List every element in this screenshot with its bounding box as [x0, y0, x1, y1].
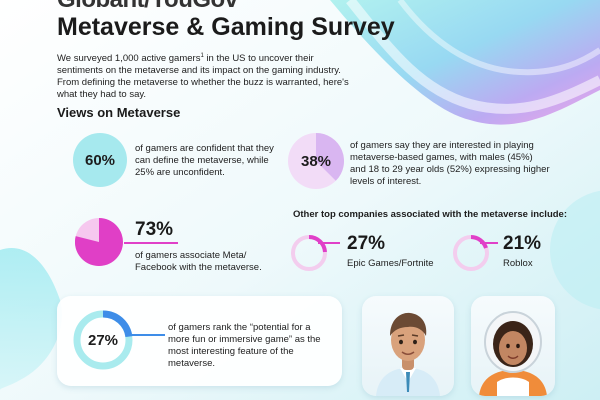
stat-meta-underline — [124, 242, 178, 244]
companies-heading: Other top companies associated with the … — [293, 209, 567, 220]
stat-interested-text: of gamers say they are interested in pla… — [350, 140, 550, 187]
section-title: Views on Metaverse — [57, 105, 181, 120]
company-roblox-ring — [452, 234, 490, 272]
stat-interested-pie — [288, 133, 345, 189]
stat-meta-text: of gamers associate Meta/ Facebook with … — [135, 250, 262, 273]
stat-interested-bubble: 38% — [288, 133, 345, 189]
stat-define-bubble: 60% — [73, 133, 127, 187]
bottom-left-teal-blob — [0, 248, 62, 390]
avatar-card-female — [471, 296, 555, 396]
company-roblox-value: 21% — [503, 233, 542, 254]
company-roblox-line — [480, 242, 498, 244]
stat-define-value: 60% — [84, 151, 116, 169]
stat-fun-value: 27% — [87, 331, 119, 349]
company-epic-value: 27% — [347, 233, 386, 254]
footnote-marker: 1 — [200, 53, 204, 59]
stat-fun-line — [130, 334, 165, 336]
stat-interested-value: 38% — [300, 152, 332, 170]
intro-paragraph: We surveyed 1,000 active gamers1 in the … — [57, 53, 349, 101]
stat-meta-value: 73% — [135, 219, 174, 240]
top-right-gradient-blob — [330, 0, 600, 125]
brand-name: Globant/YouGov — [57, 0, 238, 14]
company-epic-ring — [290, 234, 328, 272]
avatar-card-male — [362, 296, 454, 396]
company-epic-line — [318, 242, 340, 244]
right-edge-glow — [550, 190, 600, 310]
company-roblox-label: Roblox — [503, 258, 533, 269]
stat-meta-pie — [74, 218, 123, 266]
stat-fun-text: of gamers rank the “potential for a more… — [168, 322, 321, 369]
female-astronaut-avatar-icon — [479, 311, 547, 396]
page-title: Metaverse & Gaming Survey — [57, 13, 395, 41]
stat-fun-ring: 27% — [72, 309, 134, 371]
male-avatar-icon — [376, 312, 440, 396]
swirl-ribbon-2 — [397, 0, 600, 76]
company-epic-label: Epic Games/Fortnite — [347, 258, 434, 269]
swirl-ribbon — [346, 0, 600, 114]
stat-define-text: of gamers are confident that they can de… — [135, 143, 274, 178]
